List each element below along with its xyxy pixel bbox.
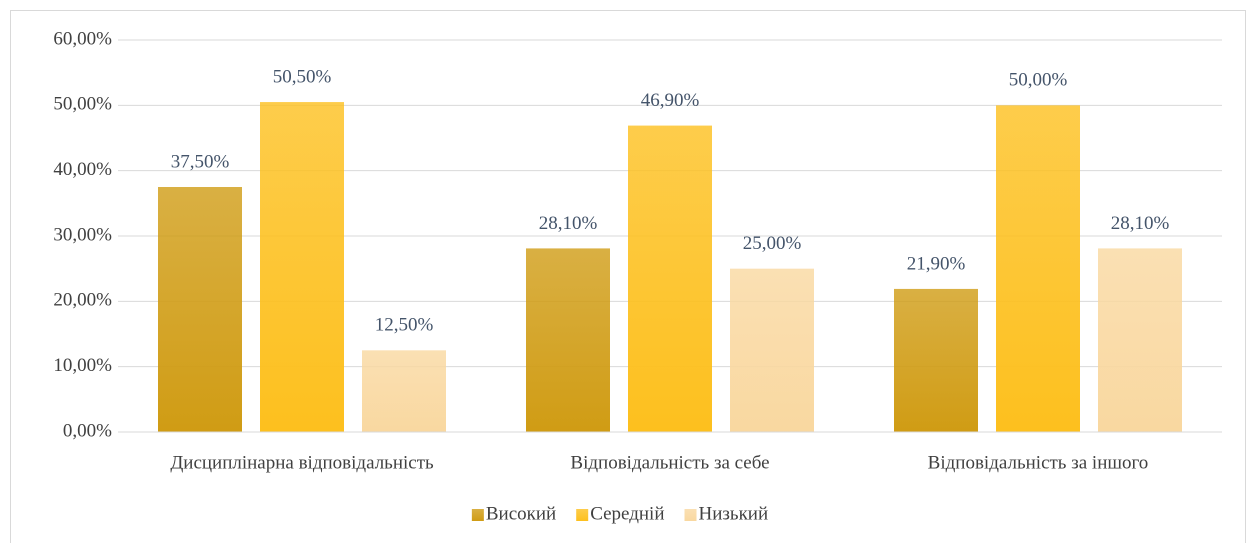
value-label: 28,10% [1111,213,1170,234]
bar [730,268,814,432]
value-label: 28,10% [539,213,598,234]
legend-swatch [471,509,484,521]
legend-label: Низький [699,503,769,524]
bar [260,102,344,433]
bar [628,125,712,432]
bar [526,248,610,432]
y-tick-label: 10,00% [53,355,112,376]
bar [362,350,446,432]
value-label: 25,00% [743,233,802,254]
legend-swatch [576,509,589,521]
legend: Високий Середній Низький [471,503,769,524]
value-label: 50,50% [273,66,332,87]
x-tick-label: Дисциплінарна відповідальність [170,452,434,473]
value-label: 12,50% [375,315,434,336]
value-label: 50,00% [1009,70,1068,91]
x-tick-label: Відповідальність за іншого [928,452,1149,473]
legend-label: Високий [486,503,556,524]
y-tick-label: 0,00% [63,420,112,441]
bar [894,288,978,432]
y-tick-label: 40,00% [53,159,112,180]
value-label: 37,50% [171,151,230,172]
legend-swatch [684,509,697,521]
value-label: 21,90% [907,253,966,274]
value-label: 46,90% [641,90,700,111]
x-tick-label: Відповідальність за себе [570,452,769,473]
y-tick-label: 20,00% [53,290,112,311]
y-tick-label: 60,00% [53,28,112,49]
y-tick-label: 30,00% [53,224,112,245]
bar [1098,248,1182,432]
bar [158,187,242,432]
bar [996,105,1080,432]
legend-label: Середній [590,503,664,524]
y-tick-label: 50,00% [53,94,112,115]
